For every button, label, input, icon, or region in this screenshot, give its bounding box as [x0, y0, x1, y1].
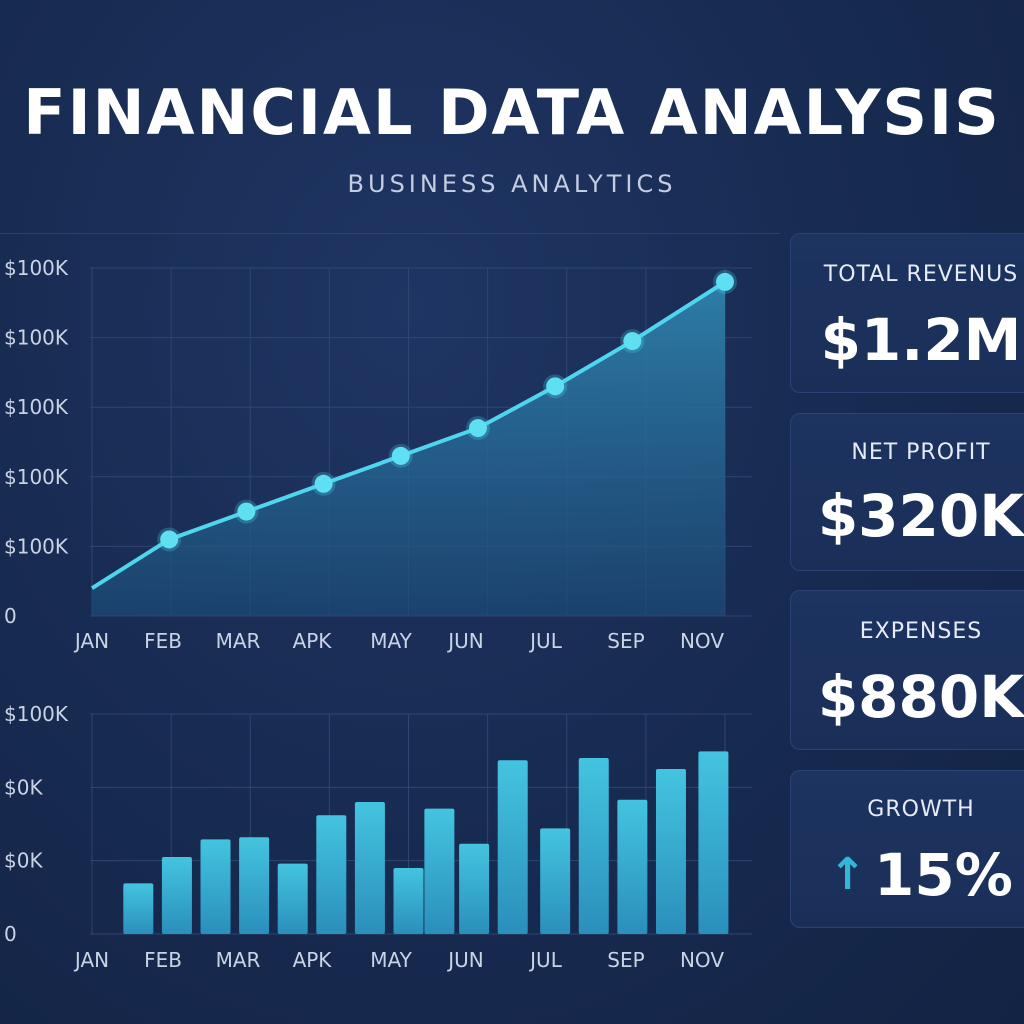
bar [200, 839, 231, 934]
divider [0, 233, 780, 234]
area-fill [92, 281, 725, 616]
x-tick-label: JUN [446, 629, 484, 653]
kpi-card-net-profit: NET PROFIT $320K [790, 413, 1024, 571]
data-point [468, 419, 487, 438]
data-point [160, 530, 179, 549]
charts-area: $100K $100K $100K $100K $100K 0 JAN FEB MAR APK MA… [0, 226, 782, 1016]
kpi-label: NET PROFIT [851, 440, 991, 465]
kpi-card-growth: GROWTH ↑ 15% [790, 770, 1024, 928]
x-tick-label: NOV [680, 629, 724, 653]
x-tick-label: FEB [144, 629, 182, 653]
x-tick-label: APK [293, 629, 333, 653]
bar [354, 802, 385, 934]
data-point [391, 446, 410, 465]
bar [459, 843, 490, 934]
kpi-value: 15% [874, 841, 1013, 909]
bar [123, 883, 154, 934]
bar [617, 799, 648, 934]
x-tick-label: FEB [144, 948, 182, 972]
x-tick-label: JUL [528, 629, 563, 653]
kpi-value: $1.2M [820, 306, 1022, 374]
arrow-up-icon: ↑ [829, 849, 867, 900]
y-tick-label: $100K [4, 256, 69, 280]
x-tick-label: JAN [73, 948, 109, 972]
x-tick-label: MAR [216, 629, 261, 653]
data-point [623, 332, 642, 351]
x-tick-label: MAR [216, 948, 261, 972]
bar [393, 868, 424, 934]
x-tick-label: JUN [446, 948, 484, 972]
x-tick-label: NOV [680, 948, 724, 972]
bar [277, 863, 308, 934]
y-tick-label: $100K [4, 326, 69, 350]
x-tick-label: SEP [607, 629, 644, 653]
y-tick-label: $100K [4, 395, 69, 419]
y-tick-label: 0 [4, 604, 17, 628]
bar [655, 769, 686, 934]
x-tick-label: APK [293, 948, 333, 972]
data-point [546, 377, 565, 396]
kpi-label: GROWTH [867, 797, 975, 822]
bar [316, 815, 347, 934]
x-tick-label: MAY [370, 948, 412, 972]
data-point [716, 272, 734, 291]
y-tick-label: 0 [4, 922, 17, 946]
x-tick-label: SEP [607, 948, 644, 972]
kpi-label: TOTAL REVENUS [823, 262, 1019, 287]
kpi-card-total-revenue: TOTAL REVENUS $1.2M [790, 233, 1024, 393]
page-title: FINANCIAL DATA ANALYSIS [23, 76, 1001, 149]
x-tick-label: JUL [528, 948, 563, 972]
data-point [314, 474, 333, 493]
x-tick-label: MAY [370, 629, 412, 653]
monthly-bar-chart: $100K $0K $0K 0 JAN FEB MAR APK MAY JUN JUL SEP NOV [4, 702, 752, 972]
bar [424, 808, 455, 934]
bar [578, 758, 609, 934]
kpi-card-expenses: EXPENSES $880K [790, 590, 1024, 750]
y-tick-label: $0K [4, 775, 43, 799]
kpi-value: $320K [817, 482, 1024, 550]
y-tick-label: $100K [4, 534, 69, 558]
bar [698, 751, 729, 934]
x-tick-label: JAN [73, 629, 109, 653]
y-tick-label: $100K [4, 702, 69, 726]
bar [497, 760, 528, 934]
data-point [237, 502, 256, 521]
page-subtitle: BUSINESS ANALYTICS [347, 170, 677, 198]
bar [239, 837, 270, 934]
kpi-value-growth: ↑ 15% [791, 841, 1024, 909]
y-tick-label: $0K [4, 849, 43, 873]
kpi-value: $880K [817, 663, 1024, 731]
kpi-label: EXPENSES [859, 619, 983, 644]
revenue-area-chart: $100K $100K $100K $100K $100K 0 JAN FEB MAR APK MA… [4, 256, 752, 653]
bar [161, 857, 192, 934]
bar [540, 828, 571, 934]
y-tick-label: $100K [4, 465, 69, 489]
